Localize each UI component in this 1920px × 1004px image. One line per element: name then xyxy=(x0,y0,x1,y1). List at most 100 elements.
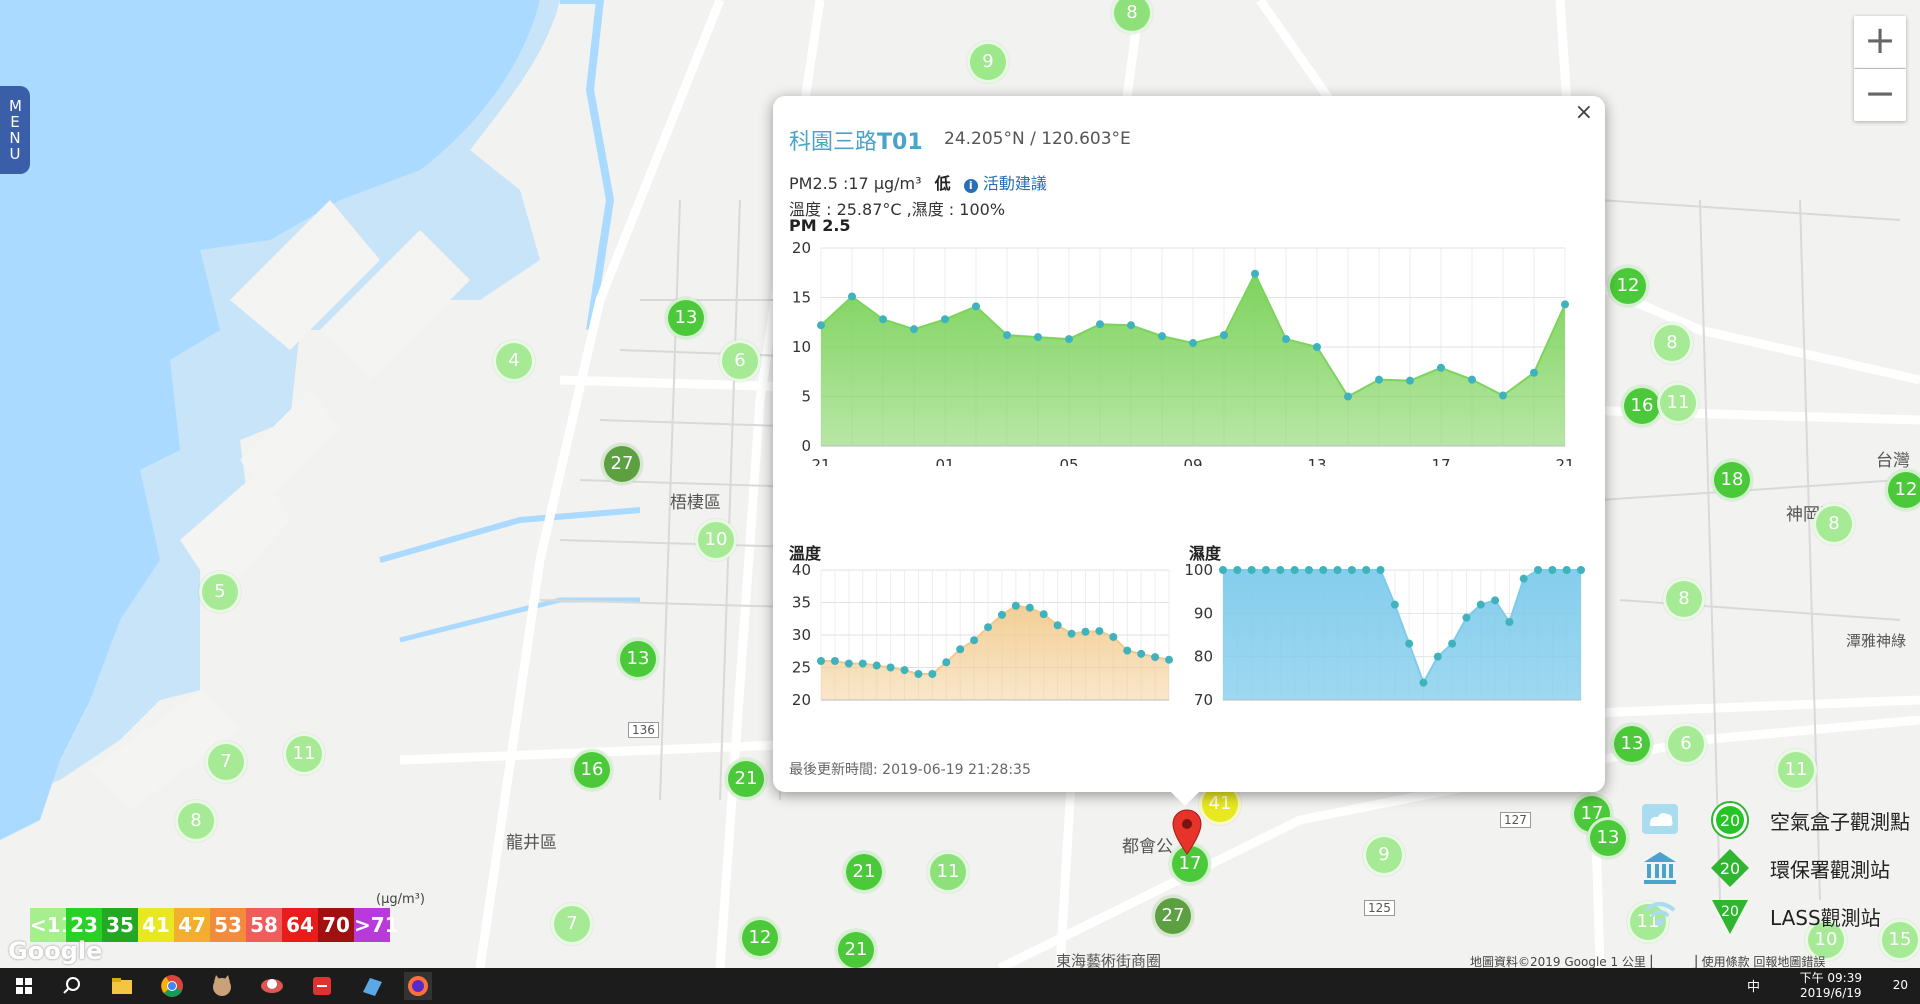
aq-marker[interactable]: 11 xyxy=(1775,749,1817,791)
taskbar-clock[interactable]: 下午 09:39 2019/6/19 xyxy=(1800,971,1862,1001)
data-point xyxy=(942,658,951,667)
data-point xyxy=(1499,391,1507,400)
aq-marker[interactable]: 8 xyxy=(1111,0,1153,34)
aq-marker[interactable]: 8 xyxy=(1663,578,1705,620)
aq-marker[interactable]: 15 xyxy=(1879,919,1920,961)
data-point xyxy=(1390,600,1399,609)
aq-marker[interactable]: 4 xyxy=(493,340,535,382)
zoom-out-button[interactable]: − xyxy=(1854,69,1906,121)
aq-marker[interactable]: 18 xyxy=(1711,459,1753,501)
data-point xyxy=(941,315,949,324)
x-tick-label: 05 xyxy=(1059,456,1078,466)
x-tick-label: 13 xyxy=(1307,456,1326,466)
data-point xyxy=(1165,655,1173,664)
windows-start-icon[interactable] xyxy=(10,972,38,1000)
data-point xyxy=(872,661,881,670)
data-point xyxy=(984,623,993,632)
data-point xyxy=(1375,375,1383,384)
aq-marker[interactable]: 7 xyxy=(205,741,247,783)
data-point xyxy=(848,292,856,301)
data-point xyxy=(1433,652,1442,661)
data-point xyxy=(1233,566,1242,574)
data-point xyxy=(1448,639,1457,648)
last-updated: 最後更新時間: 2019-06-19 21:28:35 xyxy=(789,762,1031,778)
temp-chart-title: 溫度 xyxy=(789,544,822,563)
aq-marker[interactable]: 6 xyxy=(719,340,761,382)
zoom-in-button[interactable]: + xyxy=(1854,16,1906,68)
aq-marker[interactable]: 13 xyxy=(1611,723,1653,765)
ime-indicator[interactable]: 中 xyxy=(1746,980,1760,995)
aq-marker[interactable]: 6 xyxy=(1665,723,1707,765)
aq-marker[interactable]: 11 xyxy=(1657,382,1699,424)
aq-marker[interactable]: 13 xyxy=(1587,817,1629,859)
pm-reading: PM2.5 :17 μg/m³ 低 i 活動建議 xyxy=(789,170,1047,194)
aq-marker[interactable]: 12 xyxy=(1607,265,1649,307)
app-icon-red[interactable] xyxy=(308,972,336,1000)
aq-marker[interactable]: 13 xyxy=(617,638,659,680)
data-point xyxy=(1095,627,1104,636)
aq-marker[interactable]: 12 xyxy=(1885,469,1920,511)
aq-marker[interactable]: 13 xyxy=(665,297,707,339)
data-point xyxy=(1344,392,1352,401)
activity-advice-link[interactable]: 活動建議 xyxy=(982,174,1047,193)
chrome-icon[interactable] xyxy=(158,972,186,1000)
epa-badge-text: 20 xyxy=(1720,859,1740,878)
notification-count[interactable]: 20 xyxy=(1892,978,1908,992)
data-point xyxy=(1096,320,1104,329)
data-point xyxy=(1151,653,1160,662)
aq-marker[interactable]: 8 xyxy=(1813,503,1855,545)
y-tick-label: 0 xyxy=(801,437,811,455)
selected-station-pin[interactable] xyxy=(1171,808,1203,856)
building-icon xyxy=(1644,852,1676,884)
data-point xyxy=(1053,621,1062,630)
aq-marker[interactable]: 21 xyxy=(725,758,767,800)
data-point xyxy=(1220,331,1228,340)
aq-marker[interactable]: 16 xyxy=(1621,385,1663,427)
aq-marker[interactable]: 9 xyxy=(1363,834,1405,876)
y-tick-label: 80 xyxy=(1194,648,1213,666)
map-label-tanyashen: 潭雅神綠 xyxy=(1846,632,1907,650)
popup-close-button[interactable]: × xyxy=(1574,100,1593,125)
y-tick-label: 20 xyxy=(792,691,811,709)
aq-marker[interactable]: 10 xyxy=(1805,919,1847,961)
aq-marker[interactable]: 27 xyxy=(1152,895,1194,937)
data-point xyxy=(817,657,825,665)
aq-marker[interactable]: 11 xyxy=(927,851,969,893)
map-attribution[interactable]: 地圖資料©2019 Google 1 公里 ⎣______⎦ 使用條款 回報地圖… xyxy=(1470,955,1826,969)
data-point xyxy=(1577,566,1585,574)
humidity-chart: 70 80 90 100 xyxy=(1184,561,1585,709)
y-tick-label: 35 xyxy=(792,594,811,612)
google-logo: Google xyxy=(8,937,103,965)
app-icon-satellite[interactable] xyxy=(258,972,286,1000)
file-explorer-icon[interactable] xyxy=(108,972,136,1000)
menu-tab[interactable]: MENU xyxy=(0,86,30,174)
data-point xyxy=(1251,269,1259,278)
app-icon-blue[interactable] xyxy=(358,972,386,1000)
aq-marker[interactable]: 7 xyxy=(551,903,593,945)
app-icon-cat[interactable] xyxy=(208,972,236,1000)
x-tick-label: 21 xyxy=(811,456,830,466)
aq-marker[interactable]: 10 xyxy=(695,519,737,561)
aq-marker[interactable]: 11 xyxy=(283,733,325,775)
aq-marker[interactable]: 5 xyxy=(199,571,241,613)
data-point xyxy=(1406,376,1414,385)
firefox-icon[interactable] xyxy=(404,972,432,1000)
aq-marker[interactable]: 8 xyxy=(1651,322,1693,364)
search-icon[interactable] xyxy=(58,972,86,1000)
aq-marker[interactable]: 12 xyxy=(739,917,781,959)
data-point xyxy=(830,657,839,665)
aq-marker[interactable]: 27 xyxy=(601,443,643,485)
data-point xyxy=(914,670,923,678)
aq-marker[interactable]: 8 xyxy=(175,800,217,842)
cloud-icon xyxy=(1642,804,1678,834)
map-label-wuqi: 梧棲區 xyxy=(670,493,721,513)
aq-marker[interactable]: 21 xyxy=(835,929,877,968)
aq-marker[interactable]: 9 xyxy=(967,41,1009,83)
data-point xyxy=(1081,627,1090,636)
aq-marker[interactable]: 16 xyxy=(571,749,613,791)
aq-marker[interactable]: 21 xyxy=(843,851,885,893)
legend-swatch: 64 xyxy=(282,908,318,942)
y-tick-label: 40 xyxy=(792,561,811,579)
data-point xyxy=(1137,649,1146,658)
